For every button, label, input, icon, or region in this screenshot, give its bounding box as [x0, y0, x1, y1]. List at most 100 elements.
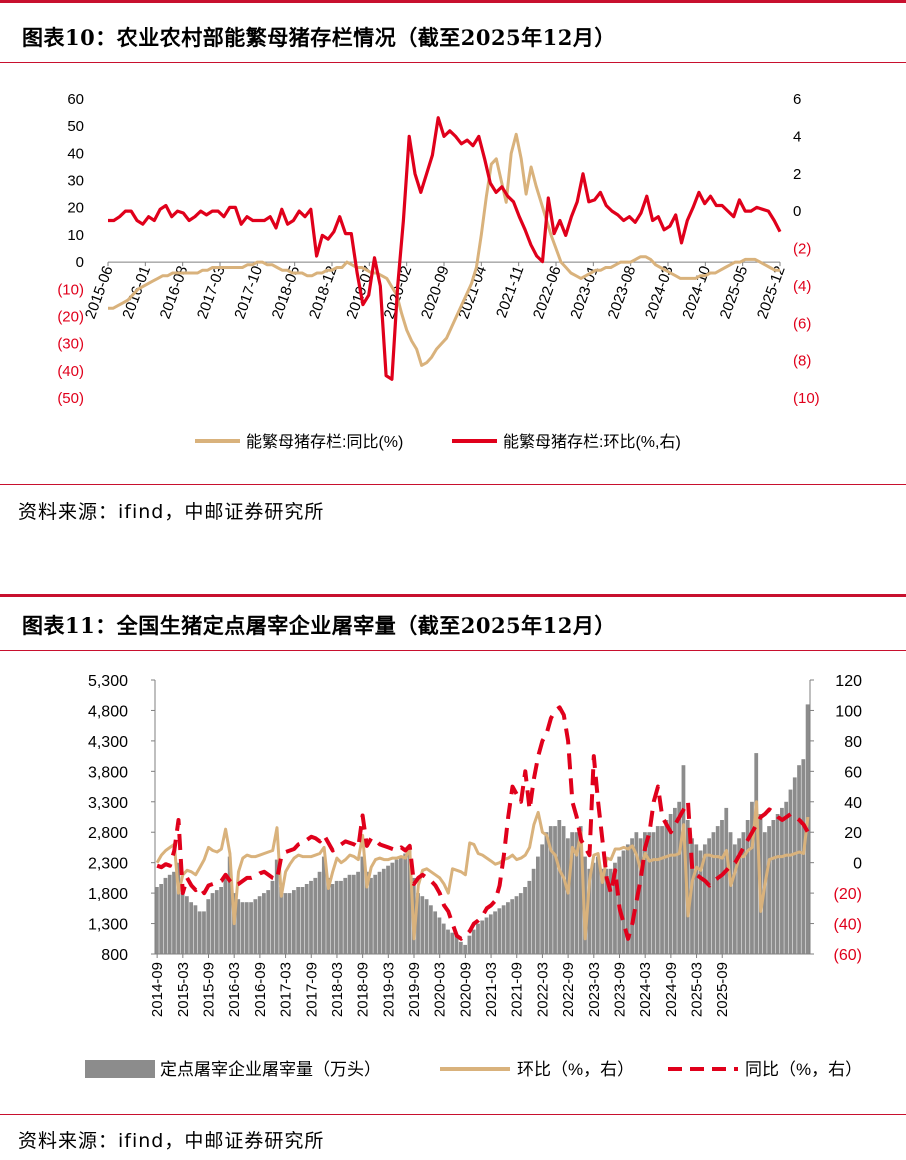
y-left-tick-label: 0: [76, 254, 84, 271]
volume-bar: [681, 765, 686, 954]
x-tick-label: 2018-09: [355, 962, 372, 1017]
volume-bar: [433, 911, 438, 954]
series-line-yoy: [156, 705, 814, 941]
volume-bar: [673, 807, 677, 954]
volume-bar: [300, 887, 305, 954]
y-right-tick-label: (40): [834, 917, 862, 934]
volume-bar: [244, 902, 249, 954]
volume-bar: [206, 899, 211, 954]
x-tick-label: 2024-03: [637, 962, 654, 1017]
volume-bar: [347, 874, 352, 954]
x-tick-label: 2024-09: [663, 962, 680, 1017]
x-tick-label: 2023-08: [605, 264, 640, 322]
y-right-tick-label: (20): [834, 886, 862, 903]
volume-bar: [647, 832, 652, 954]
volume-bar: [792, 777, 797, 954]
volume-bar: [253, 899, 258, 954]
y-left-tick-label: 4,800: [88, 703, 128, 720]
volume-bar: [249, 902, 253, 954]
volume-bar: [788, 789, 793, 954]
volume-bar: [604, 868, 609, 954]
volume-bar: [497, 908, 502, 954]
x-tick-label: 2019-09: [406, 962, 423, 1017]
x-tick-label: 2023-09: [611, 962, 628, 1017]
volume-bar: [801, 759, 806, 954]
volume-bar: [493, 911, 497, 954]
volume-bar: [326, 877, 331, 954]
fig11-chart: 5,300 4,800 4,300 3,800 3,300 2,800 2,300 1,800…: [85, 673, 862, 1079]
volume-bar: [381, 868, 386, 954]
volume-bar: [553, 826, 557, 954]
volume-bar: [501, 905, 506, 954]
volume-bar: [728, 832, 733, 954]
volume-bar: [189, 902, 194, 954]
volume-bar: [660, 826, 664, 954]
legend-label-yoy: 能繁母猪存栏:同比(%): [246, 433, 403, 451]
volume-bar: [694, 844, 699, 954]
volume-bar: [407, 850, 412, 954]
volume-bar: [309, 880, 313, 954]
y-left-tick-label: (20): [57, 308, 84, 325]
x-tick-label: 2017-03: [278, 962, 295, 1017]
fig11-bars: [155, 704, 810, 954]
volume-bar: [227, 856, 232, 954]
volume-bar: [240, 902, 245, 954]
y-right-tick-label: 40: [844, 795, 862, 812]
volume-bar: [458, 941, 463, 954]
x-tick-label: 2015-03: [175, 962, 192, 1017]
volume-bar: [321, 856, 326, 954]
volume-bar: [625, 844, 630, 954]
y-left-tick-label: 1,800: [88, 886, 128, 903]
x-tick-label: 2025-03: [689, 962, 706, 1017]
x-tick-label: 2017-09: [303, 962, 320, 1017]
volume-bar: [214, 890, 219, 954]
y-left-tick-label: 800: [101, 947, 128, 964]
volume-bar: [313, 877, 318, 954]
volume-bar: [655, 826, 660, 954]
y-left-tick-label: 3,300: [88, 795, 128, 812]
volume-bar: [270, 880, 275, 954]
volume-bar: [219, 887, 223, 954]
volume-bar: [176, 862, 181, 954]
volume-bar: [732, 844, 737, 954]
fig11-title: 图表11：全国生猪定点屠宰企业屠宰量（截至2025年12月）: [22, 613, 616, 638]
volume-bar: [441, 923, 446, 954]
volume-bar: [724, 807, 729, 954]
y-right-tick-label: (10): [793, 390, 820, 407]
volume-bar: [720, 820, 724, 954]
y-left-tick-label: 10: [67, 227, 84, 244]
x-tick-label: 2020-09: [457, 962, 474, 1017]
volume-bar: [266, 890, 271, 954]
fig11-source-rule: [0, 1114, 906, 1115]
y-right-tick-label: 20: [844, 825, 862, 842]
volume-bar: [163, 877, 168, 954]
volume-bar: [454, 935, 459, 954]
x-tick-label: 2019-03: [380, 962, 397, 1017]
volume-bar: [591, 862, 596, 954]
y-right-tick-label: (8): [793, 353, 811, 370]
legend-label-volume: 定点屠宰企业屠宰量（万头）: [160, 1060, 381, 1079]
y-right-tick-label: (6): [793, 315, 811, 332]
volume-bar: [390, 862, 395, 954]
volume-bar: [565, 838, 570, 954]
x-tick-label: 2016-09: [252, 962, 269, 1017]
fig10-legend: 能繁母猪存栏:同比(%) 能繁母猪存栏:环比(%,右): [195, 433, 681, 451]
volume-bar: [437, 917, 442, 954]
volume-bar: [296, 887, 301, 954]
y-left-tick-label: 3,800: [88, 764, 128, 781]
volume-bar: [394, 859, 399, 954]
volume-bar: [531, 868, 536, 954]
volume-bar: [570, 832, 575, 954]
y-left-tick-label: (30): [57, 336, 84, 353]
volume-bar: [155, 887, 159, 954]
y-left-tick-label: 60: [67, 91, 84, 108]
volume-bar: [223, 874, 228, 954]
y-right-tick-label: 80: [844, 734, 862, 751]
volume-bar: [167, 874, 172, 954]
fig11-y-left-axis: 5,300 4,800 4,300 3,800 3,300 2,800 2,300 1,800…: [88, 673, 156, 964]
volume-bar: [304, 884, 309, 954]
volume-bar: [184, 896, 189, 954]
volume-bar: [202, 911, 206, 954]
volume-bar: [317, 871, 322, 954]
